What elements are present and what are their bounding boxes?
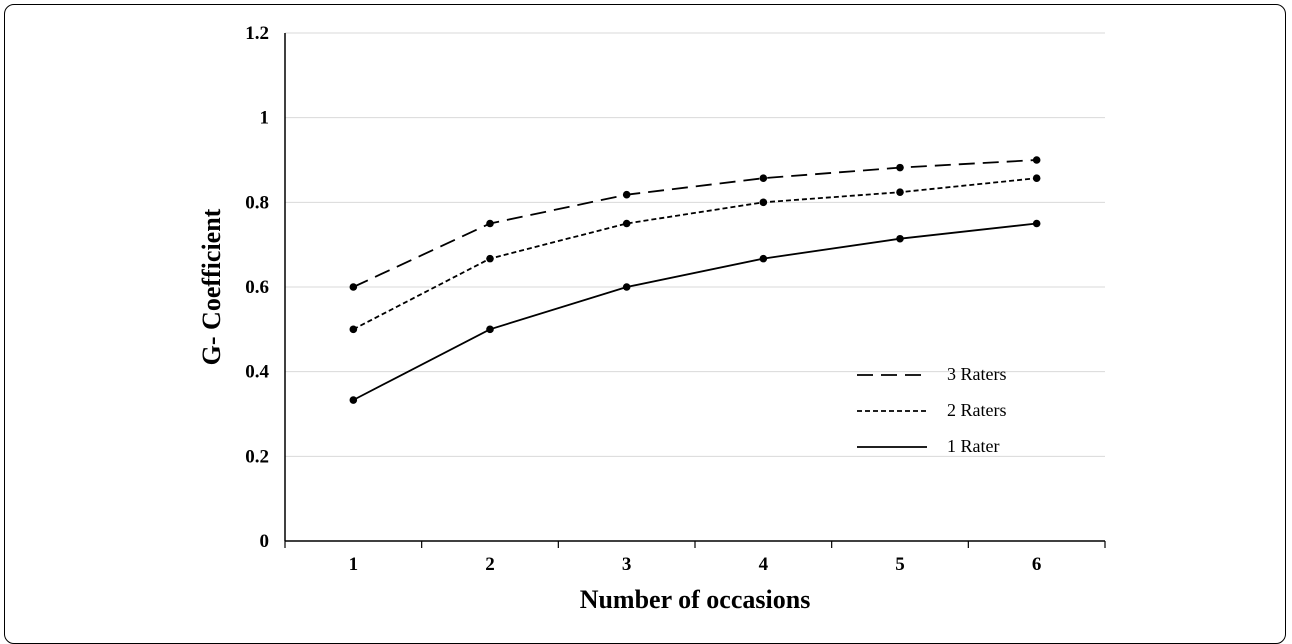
data-point	[622, 190, 631, 199]
gridlines	[285, 32, 1105, 457]
legend: 3 Raters 2 Raters 1 Rater	[857, 364, 1006, 456]
series-lines	[352, 159, 1037, 401]
data-point	[622, 219, 631, 228]
data-point	[349, 283, 358, 291]
y-tick-label: 0.4	[245, 362, 269, 383]
x-tick-label: 2	[485, 554, 495, 575]
data-point	[1032, 174, 1041, 183]
y-tick-labels: 0 0.2 0.4 0.6 0.8 1 1.2	[245, 23, 269, 552]
data-point	[486, 325, 494, 334]
y-tick-label: 0	[260, 531, 270, 552]
data-point	[486, 219, 494, 228]
series-line	[352, 177, 1037, 331]
y-tick-label: 1.2	[245, 23, 269, 44]
y-tick-label: 0.8	[245, 192, 269, 213]
data-point	[349, 325, 358, 334]
legend-label: 2 Raters	[947, 400, 1006, 420]
y-tick-label: 0.6	[245, 277, 269, 298]
data-point	[896, 163, 904, 172]
data-point	[1032, 219, 1041, 228]
axes	[284, 33, 1106, 548]
x-tick-label: 6	[1032, 554, 1042, 575]
x-axis-title: Number of occasions	[580, 585, 811, 612]
data-point	[896, 234, 904, 243]
x-tick-label: 4	[759, 554, 769, 575]
data-points	[349, 156, 1041, 404]
x-tick-labels: 1 2 3 4 5 6	[349, 554, 1042, 575]
legend-label: 3 Raters	[947, 364, 1006, 384]
x-tick-label: 3	[622, 554, 632, 575]
data-point	[1032, 156, 1041, 164]
data-point	[759, 198, 768, 207]
series-line	[352, 222, 1037, 401]
legend-label: 1 Rater	[947, 436, 999, 456]
series-line	[352, 159, 1037, 288]
x-tick-label: 1	[349, 554, 359, 575]
y-tick-label: 0.2	[245, 446, 269, 467]
data-point	[349, 396, 358, 404]
x-tick-label: 5	[895, 554, 905, 575]
data-point	[759, 174, 768, 183]
line-chart: 0 0.2 0.4 0.6 0.8 1 1.2 1 2 3 4 5 6 3 Raters 2 Rater…	[197, 23, 1106, 612]
data-point	[896, 188, 904, 196]
data-point	[759, 254, 768, 263]
data-point	[486, 254, 494, 263]
y-axis-title: G- Coefficient	[197, 208, 226, 365]
data-point	[622, 283, 631, 291]
y-tick-label: 1	[260, 108, 270, 129]
